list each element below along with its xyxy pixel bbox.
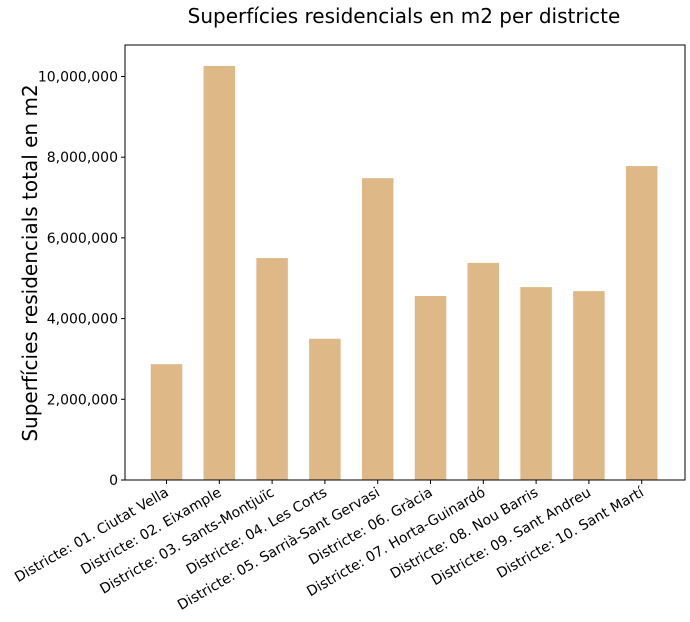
bars-group: [150, 65, 658, 480]
bar: [414, 295, 447, 480]
y-axis-ticks: 0 2,000,000 4,000,000 6,000,000 8,000,000 10,…: [38, 69, 125, 489]
bar: [625, 166, 658, 480]
bar: [467, 262, 500, 480]
y-tick-label: 2,000,000: [47, 392, 118, 408]
bar: [256, 258, 288, 480]
y-axis-label: Superfícies residencials total en m2: [18, 84, 42, 441]
y-tick-label: 6,000,000: [47, 231, 118, 247]
bar: [309, 338, 341, 480]
y-tick-label: 10,000,000: [38, 69, 118, 85]
bar: [150, 364, 183, 480]
chart-title: Superfícies residencials en m2 per distr…: [188, 4, 621, 28]
bar: [520, 287, 552, 480]
bar: [361, 178, 394, 480]
y-tick-label: 0: [109, 473, 118, 489]
y-tick-label: 4,000,000: [47, 312, 118, 328]
bar: [573, 291, 605, 480]
plot-frame: [124, 44, 686, 481]
bar: [203, 65, 236, 480]
y-tick-label: 8,000,000: [47, 150, 118, 166]
